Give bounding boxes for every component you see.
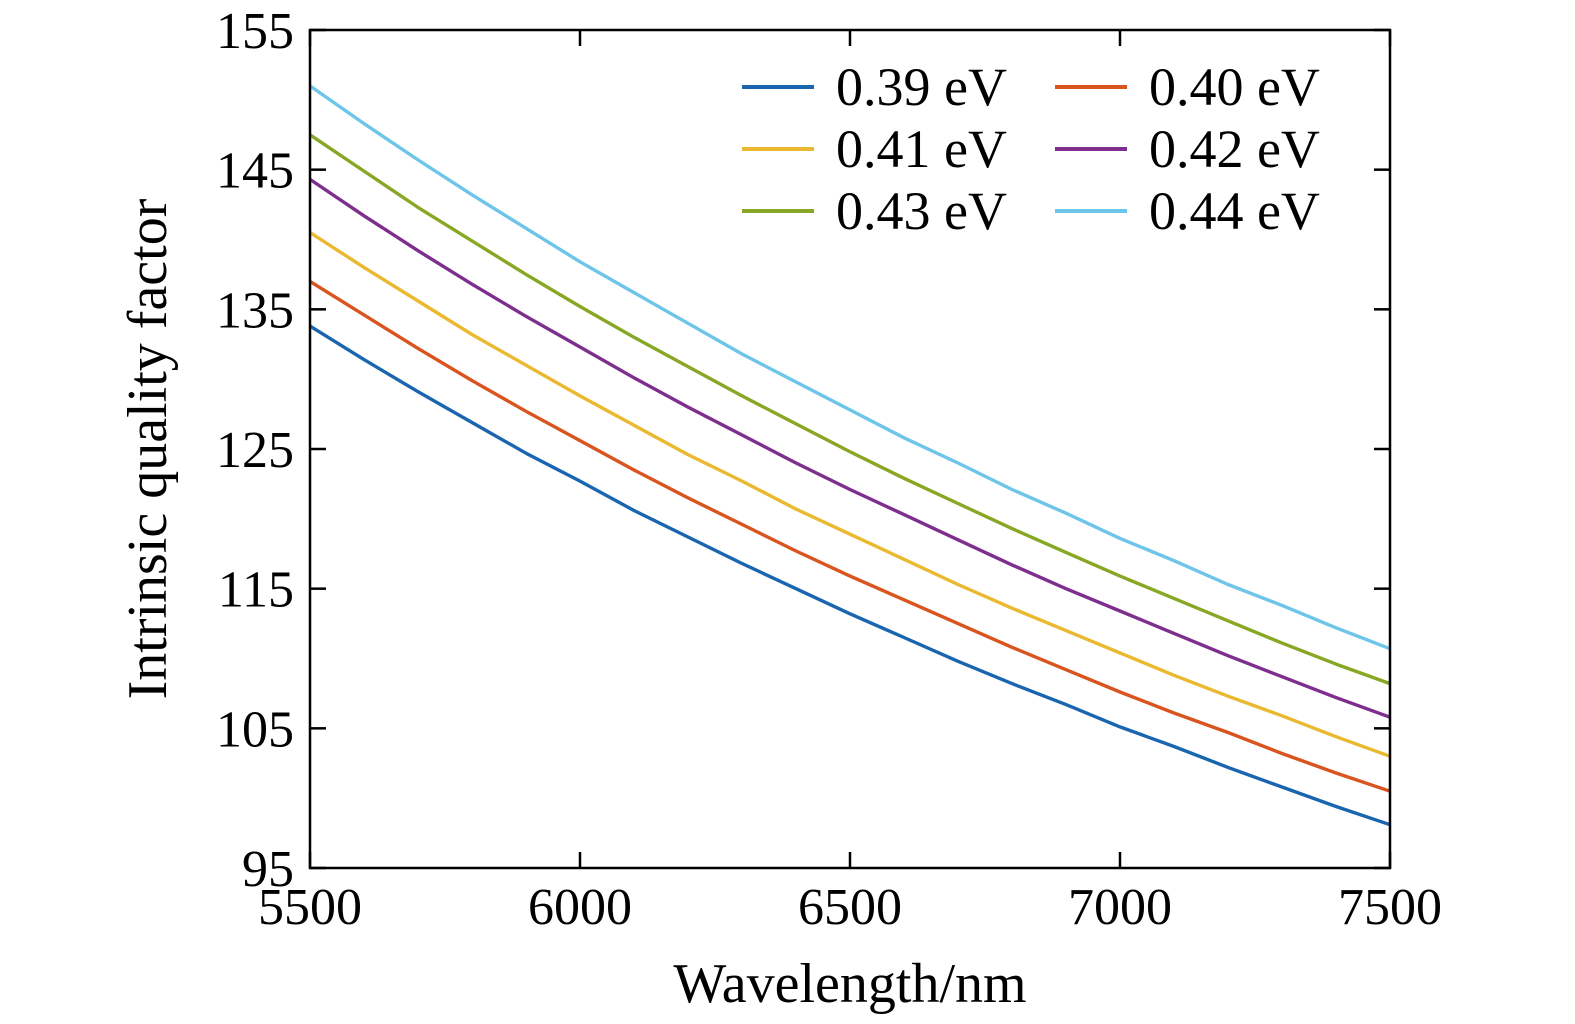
y-tick-label: 115: [218, 562, 294, 619]
y-tick-label: 145: [216, 143, 294, 200]
legend-item: 0.43 eV: [742, 182, 1007, 240]
y-tick-label: 125: [216, 422, 294, 479]
series-line-0-43-eV: [309, 133, 1391, 686]
y-tick-label: 155: [216, 3, 294, 60]
legend-item: 0.44 eV: [1054, 181, 1320, 241]
x-tick-label: 6500: [798, 879, 902, 936]
legend-label: 0.39 eV: [836, 57, 1007, 117]
legend-item: 0.41 eV: [742, 120, 1007, 178]
y-tick-label: 135: [216, 282, 294, 339]
legend-line-swatch: [742, 147, 814, 151]
series-line-0-42-eV: [309, 177, 1391, 719]
legend-label: 0.43 eV: [836, 181, 1007, 241]
legend: 0.39 eV 0.40 eV 0.41 eV 0.42 eV 0.43 eV 0.44 …: [742, 58, 1320, 240]
legend-label: 0.41 eV: [836, 119, 1007, 179]
legend-label: 0.42 eV: [1148, 119, 1320, 179]
legend-item: 0.42 eV: [1054, 119, 1320, 179]
y-tick-label: 105: [216, 701, 294, 758]
y-axis-label: Intrinsic quality factor: [117, 198, 179, 700]
legend-line-swatch: [742, 85, 814, 89]
legend-item: 0.40 eV: [1054, 57, 1320, 117]
legend-line-swatch: [1054, 209, 1127, 213]
y-tick-label: 95: [242, 841, 294, 898]
x-tick-label: 7000: [1068, 879, 1172, 936]
legend-item: 0.39 eV: [742, 58, 1007, 116]
x-tick-label: 6000: [528, 879, 632, 936]
x-tick-label: 7500: [1338, 879, 1442, 936]
series-line-0-39-eV: [309, 324, 1391, 827]
series-line-0-41-eV: [309, 231, 1391, 758]
x-tick-label: 5500: [258, 879, 362, 936]
legend-line-swatch: [742, 209, 814, 213]
legend-line-swatch: [1054, 147, 1127, 151]
series-line-0-40-eV: [309, 279, 1391, 793]
legend-line-swatch: [1054, 85, 1127, 89]
legend-label: 0.40 eV: [1148, 57, 1320, 117]
series-line-0-44-eV: [309, 84, 1391, 651]
x-axis-label: Wavelength/nm: [673, 953, 1027, 1015]
legend-label: 0.44 eV: [1148, 181, 1320, 241]
